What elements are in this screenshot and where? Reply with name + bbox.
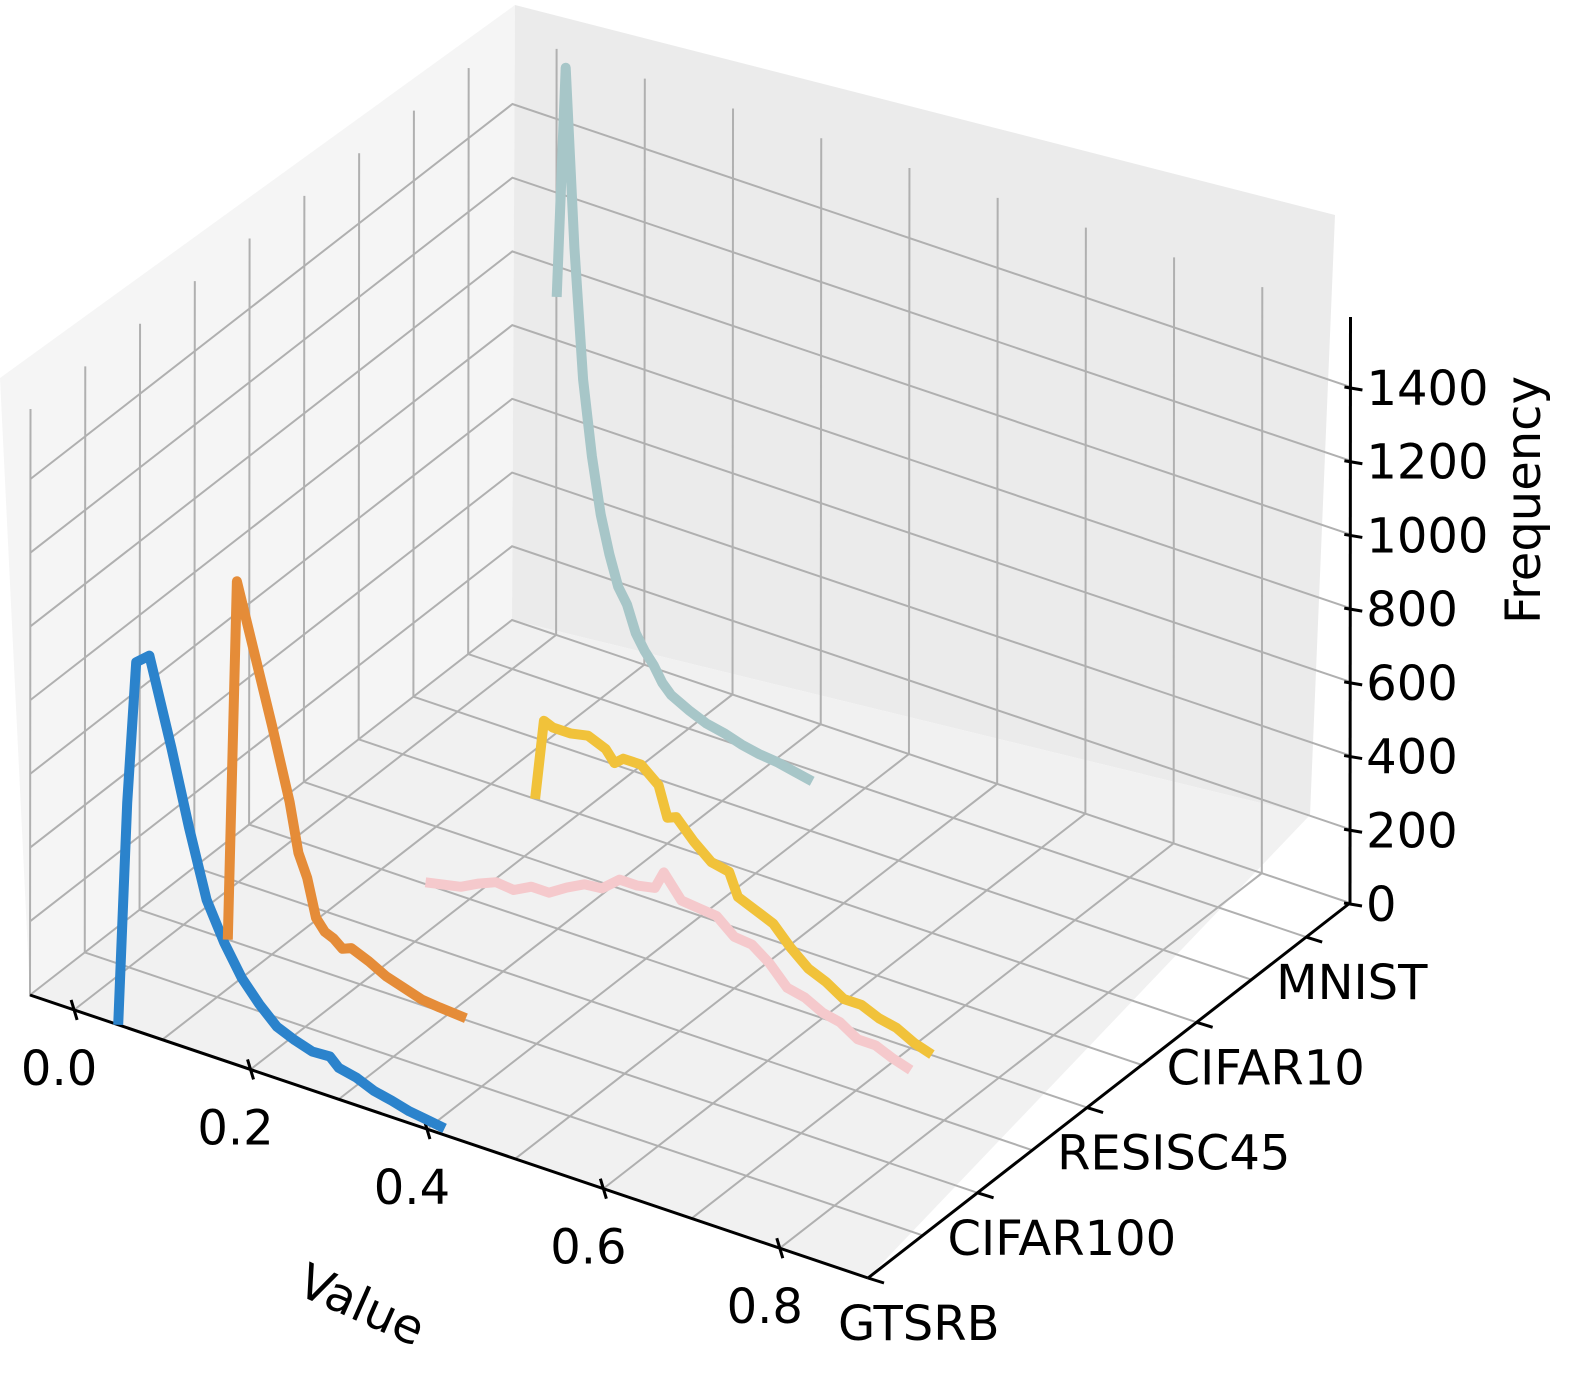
- z-tick-label: 1400: [1366, 361, 1488, 417]
- series-line-cifar100: [222, 576, 468, 1023]
- z-axis-label: Frequency: [1496, 376, 1552, 624]
- floor-pane: [30, 620, 1310, 1278]
- z-tick-mark: [1344, 385, 1363, 392]
- z-tick-mark: [1344, 459, 1363, 466]
- x-tick-mark: [246, 1059, 255, 1080]
- x-tick-label: 0.8: [727, 1279, 803, 1335]
- series-line-resisc45: [424, 867, 914, 1075]
- z-gridline: [29, 102, 1351, 480]
- depth-tick-mark: [867, 1276, 885, 1285]
- depth-tick-mark: [1305, 935, 1323, 944]
- x-tick-mark: [775, 1237, 785, 1259]
- series-line-cifar10: [530, 715, 935, 1059]
- series-line-gtsrb: [113, 650, 447, 1133]
- z-tick-mark: [1343, 754, 1363, 761]
- depth-tick-label: CIFAR100: [948, 1211, 1177, 1267]
- data-series: [113, 62, 935, 1133]
- depth-tick-label: CIFAR10: [1167, 1040, 1365, 1096]
- z-tick-label: 400: [1366, 730, 1458, 786]
- z-gridline: [29, 545, 1351, 923]
- tick-labels: 0.00.20.40.60.8 GTSRBCIFAR100RESISC45CIFA…: [21, 361, 1489, 1352]
- back-right-pane: [512, 5, 1335, 815]
- depth-tick-label: RESISC45: [1057, 1126, 1290, 1182]
- z-tick-mark: [1344, 606, 1363, 613]
- z-tick-mark: [1343, 901, 1363, 908]
- z-tick-mark: [1343, 680, 1363, 687]
- depth-tick-label: MNIST: [1276, 955, 1428, 1011]
- z-tick-label: 200: [1366, 803, 1458, 859]
- x-tick-label: 0.0: [21, 1041, 97, 1097]
- depth-tick-label: GTSRB: [838, 1296, 1000, 1352]
- depth-tick-mark: [1086, 1106, 1104, 1114]
- z-tick-mark: [1344, 532, 1363, 539]
- x-axis-line: [29, 993, 869, 1280]
- x-tick-mark: [69, 999, 79, 1021]
- depth-tick-mark: [1196, 1020, 1214, 1029]
- z-gridline: [29, 471, 1351, 849]
- x-tick-label: 0.6: [550, 1220, 626, 1276]
- depth-tick-mark: [977, 1191, 994, 1200]
- z-tick-label: 0: [1366, 877, 1397, 933]
- z-tick-label: 600: [1366, 656, 1458, 712]
- x-tick-mark: [598, 1178, 608, 1200]
- z-tick-label: 1000: [1366, 508, 1488, 564]
- z-gridline: [29, 324, 1351, 701]
- z-gridline: [29, 618, 1351, 996]
- z-gridline: [29, 250, 1351, 628]
- z-gridline: [29, 176, 1351, 554]
- z-tick-label: 800: [1366, 582, 1458, 638]
- x-axis-label: Value: [290, 1253, 433, 1358]
- depth-axis-line: [867, 901, 1351, 1280]
- z-gridline: [29, 397, 1351, 775]
- x-tick-label: 0.2: [197, 1100, 273, 1156]
- series-line-mnist: [551, 62, 815, 786]
- axes: [29, 316, 1363, 1285]
- z-tick-mark: [1343, 827, 1363, 834]
- x-tick-label: 0.4: [374, 1160, 450, 1216]
- z-tick-label: 1200: [1366, 435, 1488, 491]
